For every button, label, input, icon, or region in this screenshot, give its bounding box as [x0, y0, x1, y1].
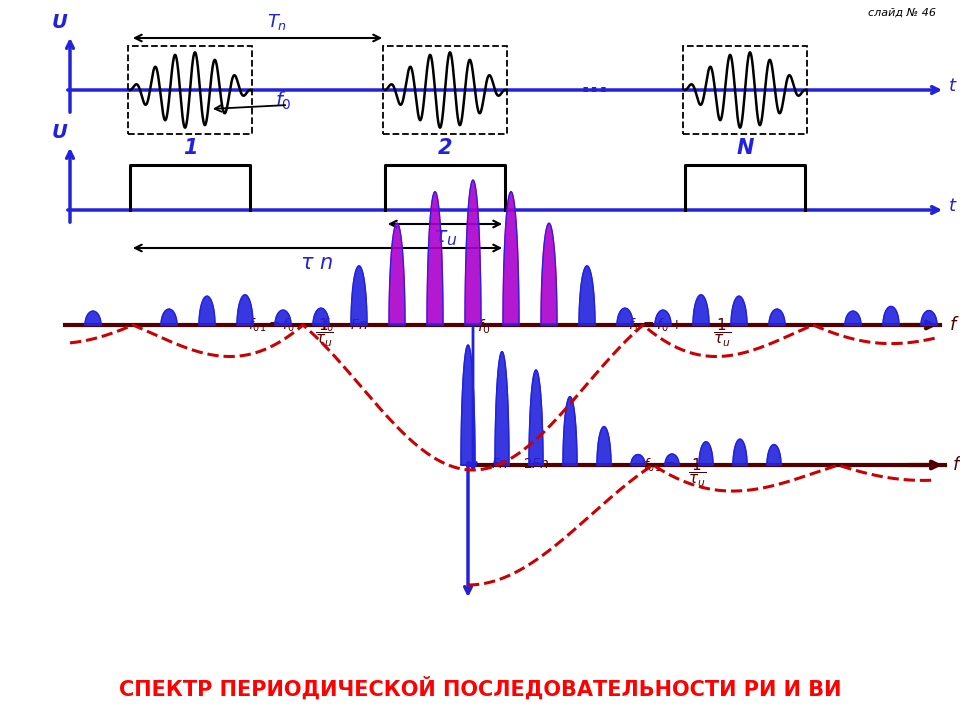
Text: f: f	[950, 316, 956, 334]
Polygon shape	[427, 192, 443, 325]
Polygon shape	[631, 454, 645, 465]
Polygon shape	[461, 345, 475, 465]
Polygon shape	[389, 223, 405, 325]
Polygon shape	[465, 180, 481, 325]
Polygon shape	[883, 307, 899, 325]
Text: t: t	[949, 197, 956, 215]
Polygon shape	[495, 351, 509, 465]
Text: $f_0$: $f_0$	[275, 90, 292, 112]
Polygon shape	[503, 192, 519, 325]
Polygon shape	[693, 294, 709, 325]
Text: $f_{01}=$: $f_{01}=$	[643, 457, 676, 474]
Text: $\tau_u$: $\tau_u$	[433, 228, 457, 248]
Bar	[683, 46, 807, 134]
Text: СПЕКТР ПЕРИОДИЧЕСКОЙ ПОСЛЕДОВАТЕЛЬНОСТИ РИ И ВИ: СПЕКТР ПЕРИОДИЧЕСКОЙ ПОСЛЕДОВАТЕЛЬНОСТИ …	[119, 677, 841, 700]
Polygon shape	[731, 296, 747, 325]
Polygon shape	[563, 397, 577, 465]
Text: $\dfrac{1}{\tau_u}$: $\dfrac{1}{\tau_u}$	[688, 457, 707, 490]
Polygon shape	[85, 311, 101, 325]
Polygon shape	[199, 296, 215, 325]
Polygon shape	[275, 310, 291, 325]
Polygon shape	[237, 294, 253, 325]
Polygon shape	[665, 454, 679, 465]
Polygon shape	[617, 308, 633, 325]
Polygon shape	[529, 370, 543, 465]
Bar	[383, 46, 507, 134]
Polygon shape	[655, 310, 671, 325]
Polygon shape	[541, 223, 557, 325]
Text: слайд № 46: слайд № 46	[868, 8, 936, 18]
Polygon shape	[351, 266, 367, 325]
Bar	[128, 46, 252, 134]
Polygon shape	[699, 442, 713, 465]
Polygon shape	[921, 310, 937, 325]
Text: $f_0-Fn$: $f_0-Fn$	[322, 317, 368, 334]
Text: $f_0$: $f_0$	[477, 317, 491, 336]
Text: 2: 2	[438, 138, 452, 158]
Text: $f_1=f_0+$: $f_1=f_0+$	[628, 317, 683, 334]
Polygon shape	[161, 309, 177, 325]
Polygon shape	[733, 439, 747, 465]
Text: $Fn$: $Fn$	[492, 457, 509, 471]
Text: $f_{01}=f_0-$: $f_{01}=f_0-$	[248, 317, 309, 334]
Polygon shape	[845, 311, 861, 325]
Text: 1: 1	[182, 138, 197, 158]
Text: $2Fn$: $2Fn$	[522, 457, 549, 471]
Polygon shape	[579, 266, 595, 325]
Polygon shape	[313, 308, 329, 325]
Polygon shape	[767, 444, 781, 465]
Text: $\dfrac{1}{\tau_u}$: $\dfrac{1}{\tau_u}$	[315, 317, 333, 349]
Text: ...: ...	[581, 73, 609, 97]
Text: $\dfrac{1}{\tau_u}$: $\dfrac{1}{\tau_u}$	[713, 317, 732, 349]
Polygon shape	[597, 427, 611, 465]
Text: t: t	[949, 77, 956, 95]
Text: N: N	[736, 138, 754, 158]
Polygon shape	[769, 309, 785, 325]
Text: $\tau$ n: $\tau$ n	[300, 253, 333, 273]
Text: U: U	[52, 123, 68, 142]
Text: $T_n$: $T_n$	[267, 12, 287, 32]
Text: f: f	[953, 456, 959, 474]
Text: U: U	[52, 13, 68, 32]
